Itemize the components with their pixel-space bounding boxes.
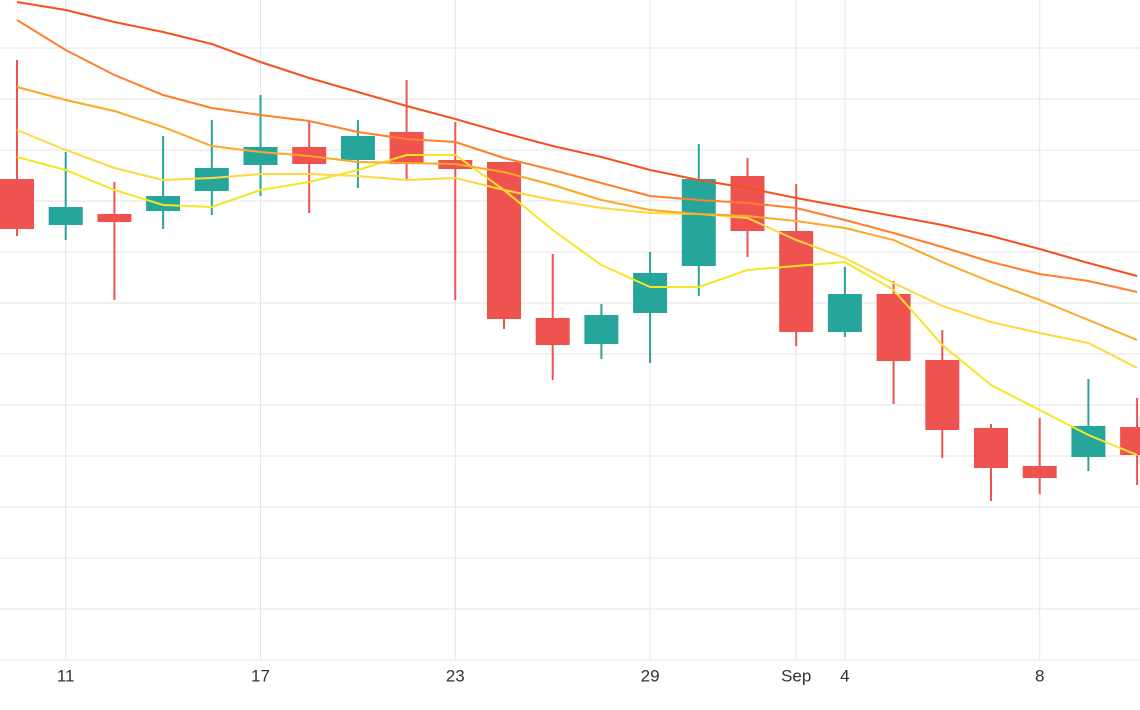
candle-body	[925, 360, 960, 430]
candle-body	[487, 162, 521, 319]
candle-body	[876, 294, 911, 361]
candle-body	[48, 207, 83, 225]
x-tick-label: 29	[641, 666, 660, 685]
moving-average-line	[16, 86, 1138, 341]
candle-body	[681, 179, 716, 266]
candle-body	[633, 273, 668, 313]
candle-body	[146, 196, 181, 211]
moving-average-line	[16, 154, 1138, 456]
moving-average-line	[16, 129, 1138, 369]
moving-average-line	[16, 19, 1138, 293]
candle-body	[0, 179, 34, 229]
candle-body	[1071, 426, 1106, 457]
candle-body	[97, 214, 132, 222]
candle-body	[1120, 427, 1140, 455]
x-tick-label: 11	[57, 666, 75, 685]
moving-average-line	[16, 1, 1138, 277]
candle-body	[779, 231, 814, 332]
x-tick-label: Sep	[781, 666, 811, 685]
candle-body	[1022, 466, 1057, 478]
candle-body	[827, 294, 862, 332]
candle-body	[340, 136, 375, 160]
candle-body	[194, 168, 229, 191]
x-tick-label: 8	[1035, 666, 1044, 685]
candle-body	[974, 428, 1008, 468]
x-tick-label: 4	[840, 666, 849, 685]
x-tick-label: 17	[251, 666, 270, 685]
candle-body	[535, 318, 570, 345]
candle-body	[584, 315, 619, 344]
x-tick-label: 23	[446, 666, 465, 685]
